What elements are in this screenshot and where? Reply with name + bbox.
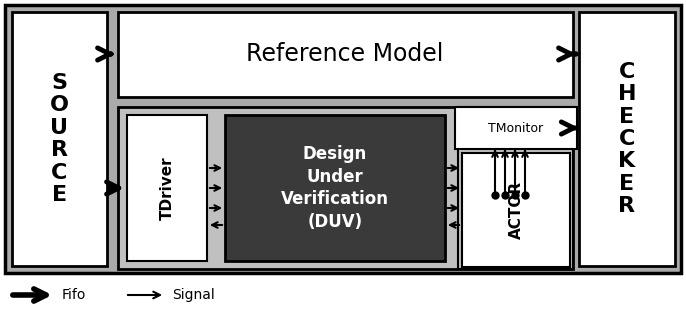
Bar xyxy=(12,12,107,266)
Bar xyxy=(5,5,681,273)
Text: Reference Model: Reference Model xyxy=(246,42,444,66)
Bar xyxy=(225,115,445,261)
Text: Signal: Signal xyxy=(172,288,215,302)
Text: ACTOR: ACTOR xyxy=(508,181,523,239)
Text: Design
Under
Verification
(DUV): Design Under Verification (DUV) xyxy=(281,145,389,231)
Bar xyxy=(458,107,573,269)
Text: C
H
E
C
K
E
R: C H E C K E R xyxy=(618,62,636,216)
Text: TMonitor: TMonitor xyxy=(488,121,543,134)
Text: TDriver: TDriver xyxy=(160,156,174,220)
Bar xyxy=(118,12,573,97)
Bar xyxy=(462,153,570,267)
Bar xyxy=(118,107,573,269)
Bar xyxy=(127,115,207,261)
Bar xyxy=(455,107,577,149)
Text: S
O
U
R
C
E: S O U R C E xyxy=(50,73,69,205)
Bar xyxy=(579,12,675,266)
Text: Fifo: Fifo xyxy=(62,288,86,302)
